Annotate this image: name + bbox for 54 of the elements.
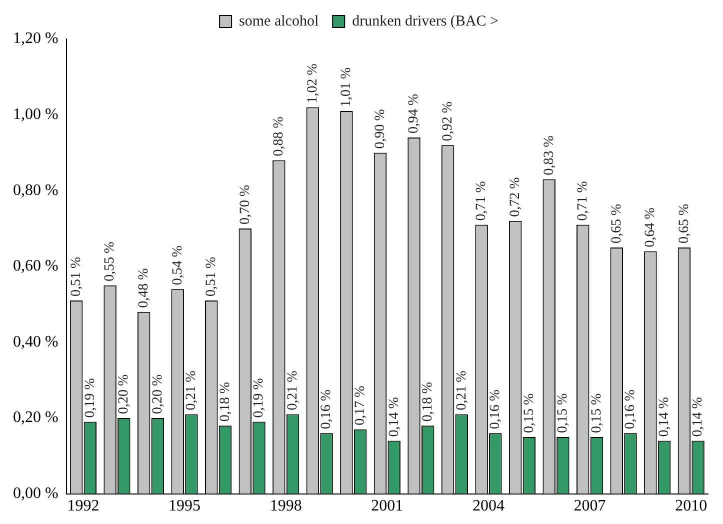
data-label: 0,64 % [643, 207, 658, 248]
data-label: 0,14 % [386, 396, 402, 437]
data-label: 1,02 % [305, 63, 320, 104]
data-label: 0,51 % [68, 256, 84, 297]
data-label: 0,88 % [272, 116, 287, 156]
data-label: 0,72 % [508, 176, 523, 217]
y-tick-label: 0,20 % [13, 409, 58, 426]
data-label: 0,18 % [218, 382, 233, 422]
data-label: 0,19 % [82, 378, 98, 418]
data-label: 0,21 % [454, 370, 470, 410]
x-tick-label: 1992 [67, 498, 100, 515]
y-tick-label: 0,40 % [13, 333, 58, 350]
data-label: 0,14 % [690, 396, 706, 437]
data-label: 0,54 % [170, 245, 186, 286]
data-label: 0,15 % [522, 392, 537, 433]
y-tick-label: 0,60 % [13, 258, 58, 275]
data-label: 0,18 % [420, 382, 436, 422]
data-label: 0,19 % [252, 378, 267, 418]
data-label: 0,16 % [319, 389, 334, 430]
data-label: 0,14 % [656, 396, 672, 437]
x-tick-label: 2001 [371, 498, 404, 515]
data-label: 0,55 % [102, 241, 118, 282]
data-label: 0,21 % [184, 370, 200, 410]
data-label: 0,17 % [352, 385, 368, 426]
data-label: 0,16 % [623, 389, 638, 430]
data-label: 0,71 % [474, 180, 490, 221]
data-label: 0,15 % [556, 392, 571, 433]
data-label: 0,94 % [406, 94, 422, 134]
data-label: 0,20 % [116, 374, 132, 414]
data-label: 0,70 % [238, 184, 253, 224]
x-tick-label: 2007 [574, 498, 606, 515]
data-label: 0,51 % [204, 256, 220, 297]
y-tick-label: 1,20 % [13, 30, 58, 48]
x-tick-label: 1998 [270, 498, 302, 515]
legend-label: drunken drivers (BAC > [352, 13, 498, 30]
data-label: 0,21 % [285, 370, 300, 410]
data-label: 0,90 % [372, 108, 388, 149]
data-label: 0,71 % [576, 180, 591, 221]
y-tick-label: 1,00 % [13, 106, 58, 124]
data-label: 0,15 % [589, 392, 604, 433]
x-tick-label: 2010 [675, 498, 708, 515]
x-tick-label: 1995 [168, 498, 201, 515]
data-label: 0,48 % [136, 268, 152, 308]
y-tick-label: 0,80 % [13, 182, 58, 199]
data-label: 0,83 % [542, 135, 557, 176]
data-label: 1,01 % [339, 67, 354, 108]
data-label: 0,92 % [440, 101, 456, 142]
y-tick-label: 0,00 % [13, 485, 58, 502]
data-label: 0,20 % [150, 374, 166, 414]
x-tick-label: 2004 [472, 498, 504, 515]
data-label: 0,16 % [488, 389, 504, 430]
data-label: 0,65 % [676, 203, 692, 244]
legend-label: some alcohol [239, 13, 319, 30]
data-label: 0,65 % [609, 203, 624, 244]
